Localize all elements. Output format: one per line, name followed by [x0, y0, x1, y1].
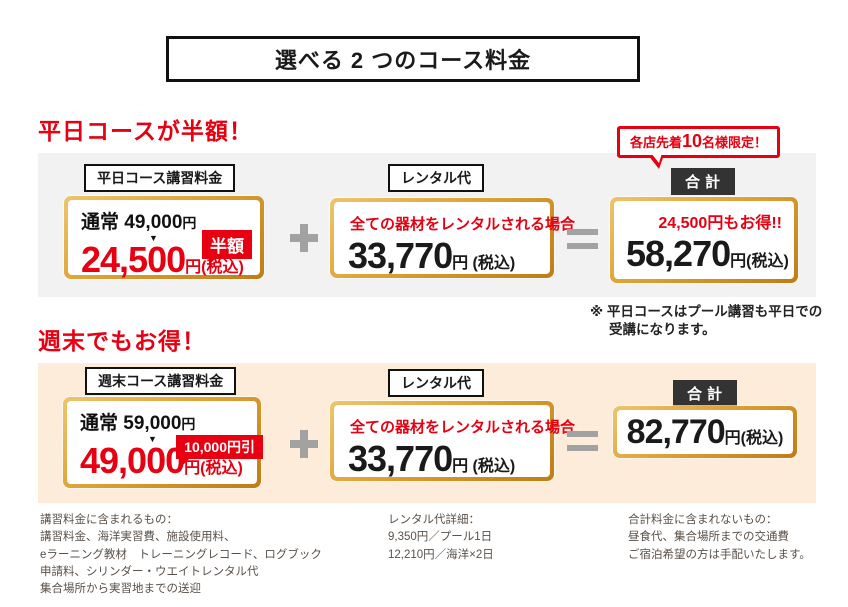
weekend-course-box: 通常 59,000円 ▼ 49,000円(税込) 10,000円引 [63, 397, 263, 488]
bubble-number: 10 [682, 131, 703, 151]
down-arrow-icon: ▼ [149, 233, 158, 243]
weekday-heading: 平日コースが半額！ [38, 118, 253, 144]
yen-unit: 円 [182, 215, 197, 231]
equals-icon [567, 431, 598, 451]
weekend-rental-box: 全ての器材をレンタルされる場合 33,770円 (税込) [330, 401, 576, 481]
weekend-normal-price: 通常 59,000円 [80, 413, 196, 434]
weekday-sale-price: 24,500円(税込) [81, 239, 244, 280]
weekend-total-price: 82,770円(税込) [626, 413, 784, 451]
weekend-course-label: 週末コース講習料金 [85, 367, 237, 395]
footnote-included: 講習料金に含まれるもの： 講習料金、海洋実習費、施設使用料、 eラーニング教材 … [40, 514, 322, 595]
page-title-box: 選べる 2 つのコース料金 [166, 36, 640, 82]
weekend-rental-caption: 全ての器材をレンタルされる場合 [350, 419, 576, 436]
plus-icon [290, 430, 318, 458]
weekend-rental-label: レンタル代 [388, 369, 484, 397]
down-arrow-icon: ▼ [148, 434, 157, 444]
footnote-excluded: 合計料金に含まれないもの： 昼食代、集合場所までの交通費 ご宿泊希望の方は手配い… [628, 514, 811, 561]
bubble-suffix: 名様限定！ [702, 135, 768, 150]
weekday-normal-price: 通常 49,000円 [81, 212, 197, 233]
weekday-total-box: 24,500円もお得!! 58,270円(税込) [610, 197, 798, 283]
limited-offer-bubble: 各店先着10名様限定！ [617, 126, 781, 169]
weekday-total-label: 合計 [671, 168, 736, 195]
weekend-total-box: 82,770円(税込) [613, 406, 797, 458]
footnote-rental-detail: レンタル代詳細： 9,350円／プール1日 12,210円／海洋×2日 [388, 514, 494, 561]
weekday-course-label: 平日コース講習料金 [84, 164, 236, 192]
weekday-rental-price: 33,770円 (税込) [348, 235, 516, 276]
yen-unit: 円 [181, 416, 196, 432]
weekend-rental-price: 33,770円 (税込) [348, 438, 516, 479]
weekend-sale-price: 49,000円(税込) [80, 440, 243, 481]
weekend-total-label: 合計 [673, 380, 738, 407]
weekday-note: ※ 平日コースはプール講習も平日での 受講になります。 [590, 304, 823, 338]
weekday-rental-label: レンタル代 [388, 164, 484, 192]
weekday-total-caption: 24,500円もお得!! [658, 215, 782, 232]
weekend-heading: 週末でもお得！ [38, 328, 206, 354]
weekday-rental-box: 全ての器材をレンタルされる場合 33,770円 (税込) [330, 198, 576, 278]
plus-icon [290, 224, 318, 252]
half-price-badge: 半額 [202, 230, 252, 265]
discount-badge: 10,000円引 [176, 435, 263, 465]
weekday-rental-caption: 全ての器材をレンタルされる場合 [350, 216, 576, 233]
equals-icon [567, 229, 598, 249]
weekday-total-price: 58,270円(税込) [626, 233, 789, 274]
page-title: 選べる 2 つのコース料金 [274, 48, 532, 73]
weekday-course-box: 通常 49,000円 ▼ 24,500円(税込) 半額 [64, 196, 264, 279]
bubble-prefix: 各店先着 [630, 135, 683, 150]
